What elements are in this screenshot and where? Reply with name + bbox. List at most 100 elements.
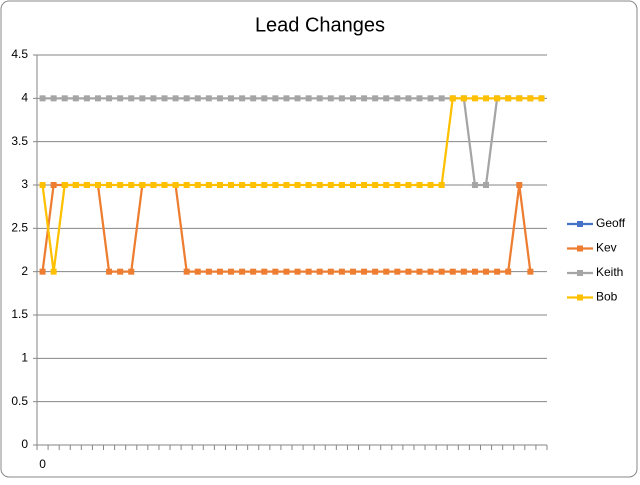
series-marker <box>150 95 157 102</box>
series-marker <box>394 182 401 188</box>
series-marker <box>494 268 501 275</box>
series-marker <box>216 268 223 275</box>
series-marker <box>205 182 212 188</box>
series-marker <box>361 268 368 275</box>
series-marker <box>94 95 101 102</box>
series-marker <box>61 182 68 188</box>
series-marker <box>427 182 434 188</box>
series-marker <box>250 95 257 102</box>
series-marker <box>261 268 268 275</box>
lines <box>39 95 545 275</box>
series-marker <box>405 268 412 275</box>
series-marker <box>128 268 135 275</box>
series-marker <box>327 268 334 275</box>
series-marker <box>216 182 223 188</box>
legend-label: Kev <box>596 241 617 255</box>
y-tick-label: 3 <box>21 177 28 191</box>
series-marker <box>294 268 301 275</box>
y-tick-label: 3.5 <box>11 134 28 148</box>
series-marker <box>438 268 445 275</box>
series-marker <box>261 95 268 102</box>
series-marker <box>272 268 279 275</box>
series-marker <box>117 95 124 102</box>
series-marker <box>128 95 135 102</box>
series-marker <box>183 95 190 102</box>
series-marker <box>139 182 146 188</box>
y-tick-label: 2 <box>21 264 28 278</box>
series-marker <box>161 95 168 102</box>
series-marker <box>516 182 523 188</box>
series-marker <box>516 95 523 102</box>
series-marker <box>505 268 512 275</box>
series-marker <box>283 268 290 275</box>
series-marker <box>305 268 312 275</box>
series-marker <box>39 182 46 188</box>
series-marker <box>383 95 390 102</box>
series-marker <box>405 95 412 102</box>
series-marker <box>349 95 356 102</box>
y-tick-label: 0.5 <box>11 394 28 408</box>
y-tick-label: 1 <box>21 351 28 365</box>
y-tick-label: 2.5 <box>11 221 28 235</box>
series-marker <box>338 182 345 188</box>
series-marker <box>338 268 345 275</box>
series-marker <box>527 268 534 275</box>
series-marker <box>305 182 312 188</box>
series-marker <box>239 268 246 275</box>
series-marker <box>294 95 301 102</box>
series-marker <box>527 95 534 102</box>
series-marker <box>394 95 401 102</box>
legend-marker <box>577 245 583 252</box>
series-marker <box>471 268 478 275</box>
series-marker <box>361 95 368 102</box>
series-marker <box>117 268 124 275</box>
series-marker <box>205 268 212 275</box>
series-marker <box>228 182 235 188</box>
series-marker <box>194 268 201 275</box>
series-marker <box>327 95 334 102</box>
series-marker <box>305 95 312 102</box>
series-marker <box>349 268 356 275</box>
x-tick-label: 0 <box>39 457 46 471</box>
series-marker <box>394 268 401 275</box>
series-marker <box>83 182 90 188</box>
series-marker <box>483 182 490 188</box>
series-marker <box>316 95 323 102</box>
series-marker <box>449 95 456 102</box>
series-marker <box>72 182 79 188</box>
series-marker <box>416 268 423 275</box>
series-marker <box>383 182 390 188</box>
series-marker <box>117 182 124 188</box>
series-marker <box>150 182 157 188</box>
series-marker <box>172 182 179 188</box>
series-marker <box>416 95 423 102</box>
series-marker <box>205 95 212 102</box>
legend-label: Geoff <box>596 216 626 230</box>
legend: Geoff Kev Keith Bob <box>567 216 626 304</box>
series-marker <box>427 268 434 275</box>
series-marker <box>39 95 46 102</box>
series-marker <box>50 268 57 275</box>
series-marker <box>460 95 467 102</box>
legend-label: Bob <box>596 290 618 304</box>
series-marker <box>272 182 279 188</box>
y-tick-label: 4 <box>21 91 28 105</box>
series-marker <box>483 95 490 102</box>
series-marker <box>349 182 356 188</box>
series-marker <box>50 95 57 102</box>
series-marker <box>416 182 423 188</box>
series-marker <box>128 182 135 188</box>
series-marker <box>216 95 223 102</box>
series-marker <box>72 95 79 102</box>
series-marker <box>294 182 301 188</box>
series-marker <box>261 182 268 188</box>
series-marker <box>139 95 146 102</box>
series-marker <box>106 182 113 188</box>
series-marker <box>272 95 279 102</box>
series-marker <box>438 95 445 102</box>
legend-marker <box>577 221 583 227</box>
y-tick-label: 4.5 <box>11 47 28 61</box>
series-marker <box>283 95 290 102</box>
